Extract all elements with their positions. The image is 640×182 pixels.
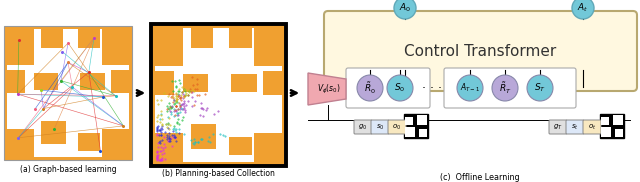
Bar [102, 129, 129, 157]
Bar [78, 133, 100, 151]
Text: $S_T$: $S_T$ [534, 82, 546, 94]
Text: $S_0$: $S_0$ [394, 82, 406, 94]
Bar [102, 29, 129, 65]
Bar [601, 117, 609, 125]
Circle shape [492, 75, 518, 101]
Bar [41, 121, 65, 144]
Bar [183, 74, 209, 92]
Bar [4, 26, 132, 160]
Bar [191, 28, 213, 48]
Bar [600, 114, 624, 138]
Bar [34, 72, 58, 90]
Bar [615, 129, 623, 137]
Text: (b) Planning-based Collection: (b) Planning-based Collection [162, 169, 275, 179]
Bar [254, 28, 282, 66]
Text: $A_0$: $A_0$ [399, 2, 411, 14]
Bar [155, 28, 183, 66]
Bar [613, 115, 623, 125]
Bar [405, 117, 413, 125]
Text: $g_T$: $g_T$ [553, 122, 563, 132]
Text: Control Transformer: Control Transformer [404, 43, 557, 58]
FancyBboxPatch shape [354, 120, 372, 134]
Bar [254, 132, 282, 162]
Text: $o_t$: $o_t$ [588, 122, 596, 132]
Bar [151, 24, 286, 166]
Circle shape [357, 75, 383, 101]
Text: (c)  Offline Learning: (c) Offline Learning [440, 173, 520, 181]
Text: $\tilde{R}_T$: $\tilde{R}_T$ [499, 80, 511, 96]
Bar [228, 136, 252, 155]
FancyBboxPatch shape [371, 120, 389, 134]
Bar [155, 28, 282, 162]
Text: $g_0$: $g_0$ [358, 122, 367, 132]
Bar [231, 74, 257, 92]
Text: $A_t$: $A_t$ [577, 2, 589, 14]
FancyBboxPatch shape [346, 68, 430, 108]
FancyBboxPatch shape [444, 68, 576, 108]
Bar [41, 29, 63, 48]
Bar [111, 70, 129, 93]
FancyBboxPatch shape [566, 120, 584, 134]
Bar [263, 71, 282, 95]
Bar [404, 114, 428, 138]
Bar [7, 129, 34, 157]
Text: $\tilde{R}_0$: $\tilde{R}_0$ [364, 80, 376, 96]
Bar [78, 29, 100, 48]
FancyBboxPatch shape [388, 120, 406, 134]
Bar [80, 72, 104, 90]
FancyBboxPatch shape [324, 11, 637, 91]
Text: $A_{T-1}$: $A_{T-1}$ [460, 82, 480, 94]
Circle shape [457, 75, 483, 101]
Bar [155, 132, 183, 162]
Bar [191, 124, 216, 149]
Bar [228, 28, 252, 48]
Bar [419, 129, 427, 137]
Polygon shape [308, 73, 346, 105]
Text: $s_0$: $s_0$ [376, 122, 384, 132]
FancyBboxPatch shape [549, 120, 567, 134]
Bar [155, 71, 174, 95]
Bar [7, 70, 26, 93]
FancyBboxPatch shape [583, 120, 601, 134]
Bar [7, 29, 34, 65]
Text: · · ·: · · · [422, 82, 442, 94]
Text: $V_\phi(s_0)$: $V_\phi(s_0)$ [317, 82, 341, 96]
Text: (a) Graph-based learning: (a) Graph-based learning [20, 165, 116, 173]
Bar [417, 115, 427, 125]
Circle shape [527, 75, 553, 101]
Circle shape [387, 75, 413, 101]
Bar [7, 29, 129, 157]
Circle shape [572, 0, 594, 19]
Text: $o_0$: $o_0$ [392, 122, 401, 132]
Bar [405, 127, 415, 137]
Circle shape [394, 0, 416, 19]
Bar [601, 127, 611, 137]
Text: $s_t$: $s_t$ [571, 122, 579, 132]
